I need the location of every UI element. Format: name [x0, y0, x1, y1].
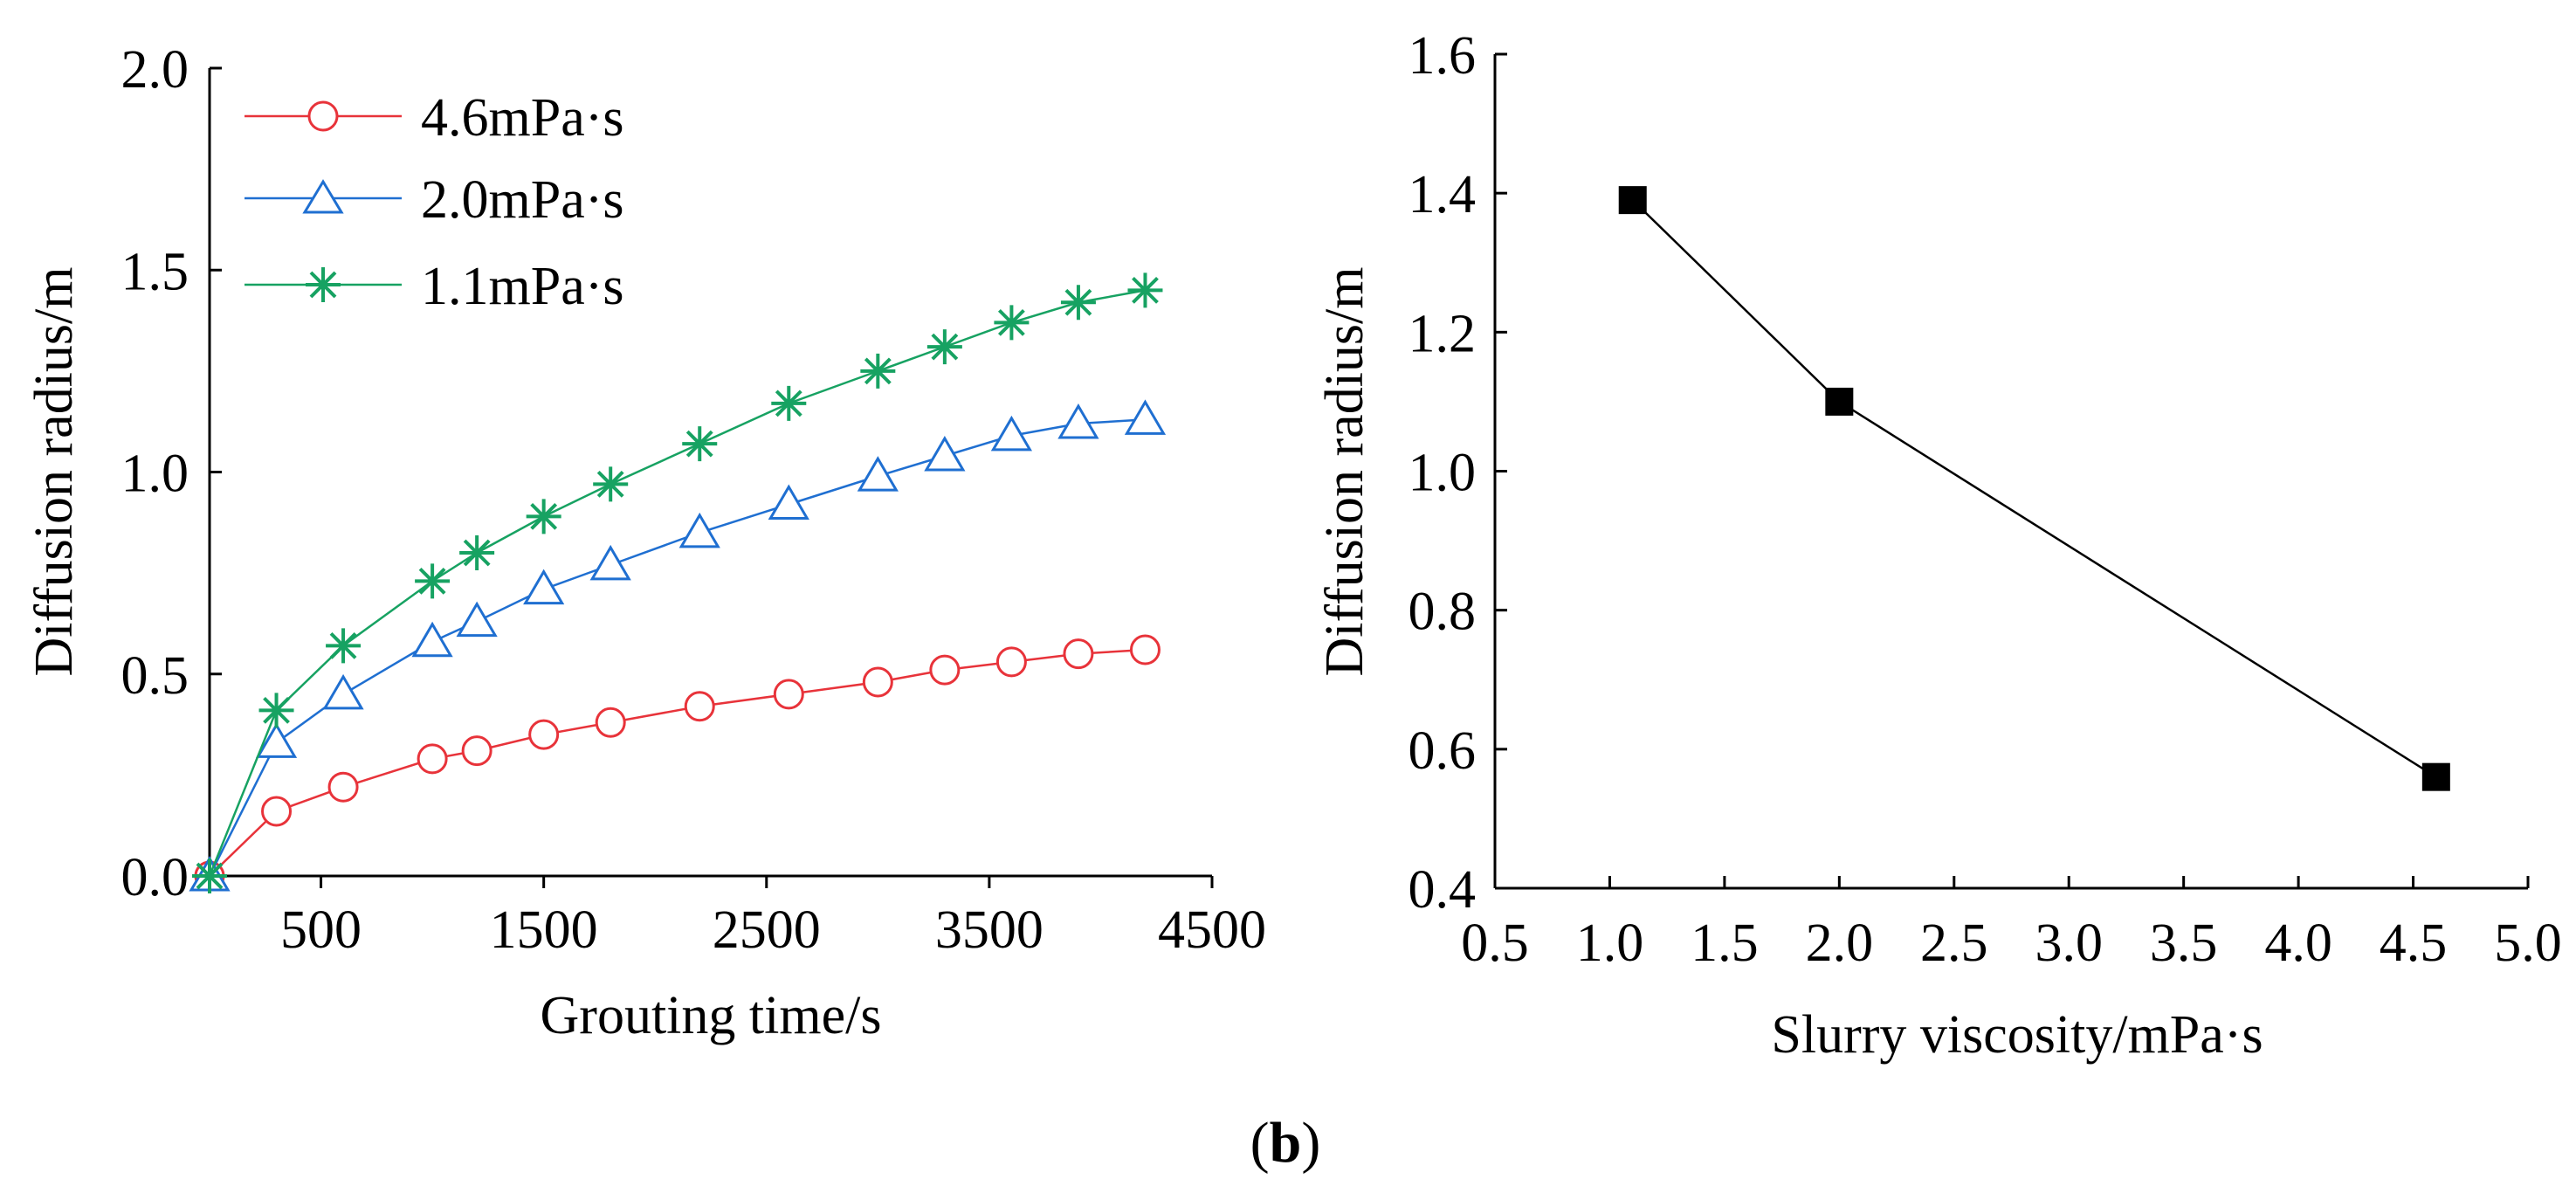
left-y-tick-label: 0.0: [121, 848, 189, 907]
left-x-tick-label: 2500: [713, 900, 821, 960]
data-point-2-0mpa-s: [456, 601, 498, 638]
series-line-4-6mpa-s: [209, 648, 1146, 877]
data-point-2-0mpa-s: [255, 722, 298, 758]
left-x-axis-title: Grouting time/s: [541, 986, 882, 1045]
right-y-tick-label: 1.6: [1409, 26, 1477, 86]
right-y-tick-label: 0.4: [1409, 860, 1477, 920]
data-point-4-6mpa-s: [929, 654, 961, 686]
right-axis-ticks: 0.4 0.6 0.8 1.0 1.2 1.4 1.6 0.5 1.0 1.5 2.0 2.5 3.0 3…: [1409, 26, 2562, 973]
right-x-tick-label: 3.0: [2035, 914, 2103, 973]
left-x-tick-label: 1500: [490, 900, 598, 960]
left-y-tick-label: 2.0: [121, 40, 189, 100]
panel-label-letter: b: [1270, 1111, 1302, 1175]
data-point-viscosity: [2421, 762, 2450, 791]
right-x-tick-label: 4.0: [2264, 914, 2332, 973]
right-series-group: [1618, 186, 2450, 791]
right-y-tick-label: 1.2: [1409, 304, 1477, 363]
data-point-4-6mpa-s: [1129, 634, 1161, 665]
data-point-1-1mpa-s: [459, 535, 495, 570]
left-axis-ticks: 0.0 0.5 1.0 1.5 2.0 500 1500 2500 3500 4500: [121, 40, 1267, 960]
data-point-2-0mpa-s: [322, 673, 364, 710]
data-point-4-6mpa-s: [773, 679, 804, 710]
left-y-tick-label: 1.5: [121, 242, 189, 301]
right-y-axis-title: Diffusion radius/m: [1315, 267, 1374, 677]
data-point-2-0mpa-s: [1124, 399, 1167, 435]
data-point-1-1mpa-s: [994, 305, 1030, 341]
right-y-tick-label: 0.8: [1409, 583, 1477, 642]
left-y-tick-label: 1.0: [121, 445, 189, 504]
data-point-4-6mpa-s: [261, 796, 293, 827]
legend-label-4-6: 4.6mPa·s: [421, 88, 624, 148]
data-point-4-6mpa-s: [461, 735, 492, 767]
right-x-tick-label: 5.0: [2494, 914, 2562, 973]
right-x-tick-label: 1.0: [1576, 914, 1644, 973]
data-point-1-1mpa-s: [1060, 285, 1096, 321]
left-y-tick-label: 0.5: [121, 646, 189, 706]
right-y-tick-label: 0.6: [1409, 721, 1477, 781]
data-point-1-1mpa-s: [192, 858, 227, 893]
panel-label-close-paren: ): [1301, 1111, 1320, 1175]
data-point-4-6mpa-s: [1063, 638, 1094, 670]
data-point-1-1mpa-s: [860, 353, 896, 389]
legend-label-1-1: 1.1mPa·s: [421, 257, 624, 316]
data-point-1-1mpa-s: [926, 329, 962, 365]
data-point-2-0mpa-s: [768, 484, 809, 520]
right-x-tick-label: 2.0: [1806, 914, 1874, 973]
right-x-tick-label: 0.5: [1461, 914, 1529, 973]
data-point-4-6mpa-s: [684, 691, 715, 722]
data-point-4-6mpa-s: [327, 771, 359, 803]
right-x-axis-title: Slurry viscosity/mPa·s: [1771, 1005, 2263, 1065]
data-point-1-1mpa-s: [415, 563, 451, 599]
data-point-2-0mpa-s: [857, 456, 899, 492]
left-series-group: [189, 272, 1167, 893]
data-point-2-0mpa-s: [589, 544, 631, 581]
data-point-1-1mpa-s: [682, 426, 718, 462]
legend: 4.6mPa·s 2.0mPa·s 1.1mPa·s: [245, 88, 624, 316]
data-point-2-0mpa-s: [924, 436, 966, 472]
data-point-4-6mpa-s: [528, 719, 560, 750]
data-point-1-1mpa-s: [258, 693, 294, 728]
legend-item-4-6: 4.6mPa·s: [245, 88, 624, 148]
panel-label: (b): [1250, 1111, 1321, 1175]
data-point-2-0mpa-s: [411, 621, 453, 658]
panel-label-open-paren: (: [1250, 1111, 1270, 1175]
data-point-viscosity: [1618, 186, 1647, 215]
left-y-axis-title: Diffusion radius/m: [24, 267, 84, 677]
left-x-tick-label: 3500: [935, 900, 1043, 960]
left-x-tick-label: 500: [280, 900, 362, 960]
legend-label-2-0: 2.0mPa·s: [421, 170, 624, 230]
legend-asterisk-marker-icon: [306, 267, 341, 302]
data-point-4-6mpa-s: [862, 666, 893, 698]
data-point-2-0mpa-s: [523, 569, 565, 605]
data-point-1-1mpa-s: [526, 499, 561, 534]
legend-item-2-0: 2.0mPa·s: [245, 170, 624, 230]
chart-slurry-viscosity: 0.4 0.6 0.8 1.0 1.2 1.4 1.6 0.5 1.0 1.5 2.0 2.5 3.0 3…: [1315, 26, 2562, 1065]
data-point-viscosity: [1825, 387, 1854, 416]
data-point-2-0mpa-s: [990, 415, 1033, 452]
data-point-2-0mpa-s: [1057, 403, 1099, 439]
series-line-1-1mpa-s: [208, 289, 1146, 877]
chart-grouting-time: 0.0 0.5 1.0 1.5 2.0 500 1500 2500 3500 4500 Grout…: [24, 40, 1266, 1045]
data-point-2-0mpa-s: [678, 512, 720, 548]
data-point-1-1mpa-s: [326, 628, 362, 664]
right-y-tick-label: 1.0: [1409, 444, 1477, 503]
data-point-1-1mpa-s: [771, 385, 807, 421]
right-x-tick-label: 2.5: [1920, 914, 1988, 973]
legend-item-1-1: 1.1mPa·s: [245, 257, 624, 316]
data-point-4-6mpa-s: [417, 743, 448, 775]
right-y-tick-label: 1.4: [1409, 165, 1477, 224]
data-point-1-1mpa-s: [593, 466, 629, 502]
right-x-tick-label: 1.5: [1691, 914, 1759, 973]
data-point-4-6mpa-s: [995, 646, 1027, 678]
series-line-2-0mpa-s: [208, 418, 1146, 877]
legend-triangle-marker-icon: [302, 179, 344, 214]
data-point-4-6mpa-s: [595, 707, 626, 738]
right-x-tick-label: 3.5: [2150, 914, 2218, 973]
series-line-viscosity: [1631, 199, 2437, 778]
data-point-1-1mpa-s: [1127, 272, 1163, 308]
right-x-tick-label: 4.5: [2380, 914, 2448, 973]
legend-circle-marker-icon: [307, 100, 339, 132]
left-x-tick-label: 4500: [1158, 900, 1266, 960]
